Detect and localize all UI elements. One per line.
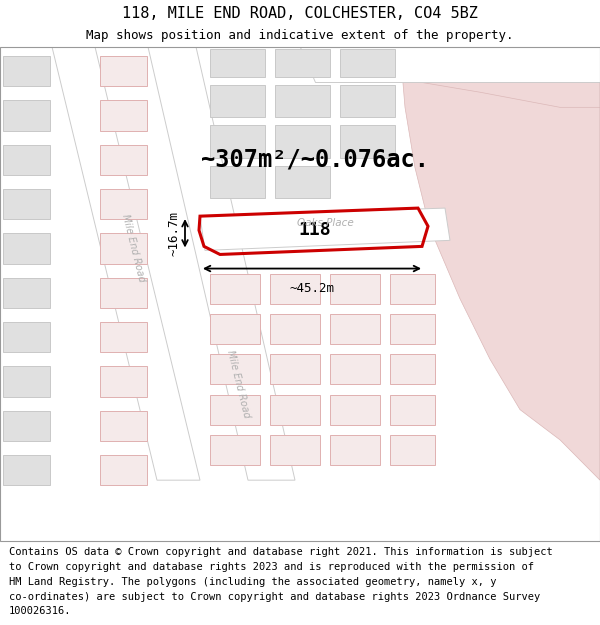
Bar [100, 455, 147, 485]
Bar [3, 455, 50, 485]
Bar [100, 233, 147, 264]
Bar [330, 274, 380, 304]
Text: 100026316.: 100026316. [9, 606, 71, 616]
Bar [100, 144, 147, 175]
Bar [3, 144, 50, 175]
Bar [330, 314, 380, 344]
Text: Mile End Road: Mile End Road [120, 213, 146, 283]
Bar [3, 56, 50, 86]
Text: ~16.7m: ~16.7m [168, 211, 181, 256]
Text: 118: 118 [299, 221, 331, 239]
Polygon shape [148, 47, 295, 480]
Text: Contains OS data © Crown copyright and database right 2021. This information is : Contains OS data © Crown copyright and d… [9, 548, 553, 558]
Bar [3, 189, 50, 219]
Text: Map shows position and indicative extent of the property.: Map shows position and indicative extent… [86, 29, 514, 42]
Bar [210, 166, 265, 198]
Bar [100, 278, 147, 308]
Bar [210, 354, 260, 384]
Bar [330, 435, 380, 465]
Bar [390, 394, 435, 425]
Bar [340, 49, 395, 77]
Bar [270, 354, 320, 384]
Text: to Crown copyright and database rights 2023 and is reproduced with the permissio: to Crown copyright and database rights 2… [9, 562, 534, 572]
Bar [340, 126, 395, 158]
Bar [330, 394, 380, 425]
Text: 118, MILE END ROAD, COLCHESTER, CO4 5BZ: 118, MILE END ROAD, COLCHESTER, CO4 5BZ [122, 6, 478, 21]
Bar [100, 100, 147, 131]
Bar [210, 49, 265, 77]
Bar [275, 49, 330, 77]
Bar [270, 314, 320, 344]
Bar [390, 435, 435, 465]
Bar [210, 314, 260, 344]
Bar [210, 126, 265, 158]
Polygon shape [300, 47, 600, 82]
Bar [210, 85, 265, 118]
Bar [270, 435, 320, 465]
Text: Mile End Road: Mile End Road [225, 349, 251, 419]
Bar [330, 354, 380, 384]
Bar [3, 411, 50, 441]
Text: ~45.2m: ~45.2m [290, 282, 335, 294]
Bar [275, 126, 330, 158]
Bar [100, 322, 147, 352]
Bar [275, 85, 330, 118]
Bar [3, 233, 50, 264]
Text: Oaks Place: Oaks Place [296, 218, 353, 228]
Text: HM Land Registry. The polygons (including the associated geometry, namely x, y: HM Land Registry. The polygons (includin… [9, 577, 497, 587]
Bar [3, 278, 50, 308]
Bar [210, 394, 260, 425]
Bar [100, 411, 147, 441]
Bar [3, 322, 50, 352]
Bar [100, 366, 147, 396]
Polygon shape [400, 47, 600, 480]
Bar [100, 56, 147, 86]
Bar [3, 100, 50, 131]
Bar [390, 274, 435, 304]
Bar [270, 394, 320, 425]
Polygon shape [52, 47, 200, 480]
Text: co-ordinates) are subject to Crown copyright and database rights 2023 Ordnance S: co-ordinates) are subject to Crown copyr… [9, 592, 540, 602]
Bar [390, 314, 435, 344]
Bar [100, 189, 147, 219]
Bar [340, 85, 395, 118]
Bar [275, 166, 330, 198]
Bar [210, 435, 260, 465]
Polygon shape [200, 208, 450, 251]
Bar [3, 366, 50, 396]
Bar [270, 274, 320, 304]
Bar [210, 274, 260, 304]
Bar [390, 354, 435, 384]
Text: ~307m²/~0.076ac.: ~307m²/~0.076ac. [201, 148, 429, 172]
Polygon shape [310, 47, 600, 108]
